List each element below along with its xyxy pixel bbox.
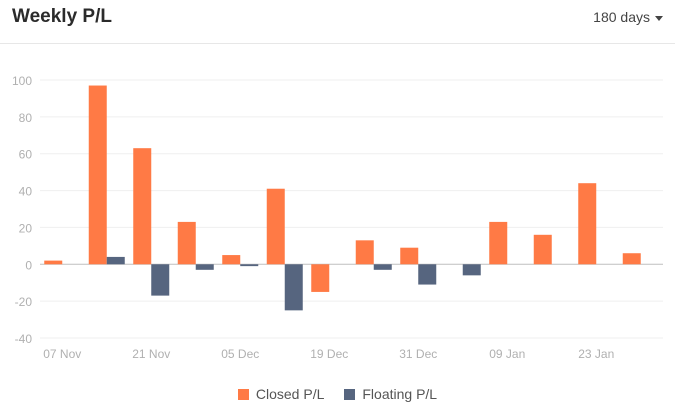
floating-bar-4 [240, 264, 259, 267]
closed-bar-1 [88, 85, 107, 265]
x-tick-label: 05 Dec [221, 347, 259, 361]
legend-label-closed: Closed P/L [255, 386, 325, 402]
floating-bar-5 [284, 264, 303, 311]
x-tick-label: 19 Dec [310, 347, 348, 361]
y-tick-label: -40 [15, 332, 33, 346]
floating-swatch-icon [344, 388, 356, 400]
floating-bar-3 [195, 264, 214, 270]
chart-title: Weekly P/L [12, 6, 112, 27]
closed-bar-8 [400, 247, 419, 265]
legend-item-floating[interactable]: Floating P/L [344, 386, 437, 402]
closed-bar-2 [133, 148, 152, 265]
legend-label-floating: Floating P/L [362, 386, 438, 402]
x-tick-label: 23 Jan [578, 347, 614, 361]
caret-down-icon [655, 15, 663, 21]
closed-bar-3 [177, 221, 196, 265]
y-tick-label: 80 [19, 111, 33, 125]
legend-item-closed[interactable]: Closed P/L [237, 386, 325, 402]
floating-bar-9 [462, 264, 481, 276]
y-tick-label: 40 [19, 185, 33, 199]
y-tick-label: 60 [19, 148, 33, 162]
floating-bar-7 [373, 264, 392, 270]
closed-bar-13 [622, 253, 641, 265]
chart-legend: Closed P/L Floating P/L [0, 386, 675, 402]
closed-swatch-icon [237, 388, 249, 400]
closed-bar-12 [578, 183, 597, 265]
closed-bar-4 [222, 255, 241, 265]
floating-bar-8 [418, 264, 437, 285]
floating-bar-1 [106, 256, 125, 265]
y-tick-label: 20 [19, 221, 33, 235]
closed-bar-0 [44, 260, 63, 265]
x-tick-label: 21 Nov [132, 347, 170, 361]
closed-bar-5 [266, 188, 285, 265]
y-tick-label: -20 [15, 295, 33, 309]
closed-bar-11 [533, 234, 552, 265]
x-tick-label: 09 Jan [489, 347, 525, 361]
closed-bar-10 [489, 221, 508, 265]
y-tick-label: 100 [12, 74, 32, 88]
range-dropdown-label: 180 days [593, 9, 650, 25]
x-tick-label: 31 Dec [399, 347, 437, 361]
chart-header: Weekly P/L 180 days [0, 0, 675, 44]
closed-bar-6 [311, 264, 330, 292]
y-tick-label: 0 [25, 258, 32, 272]
floating-bar-2 [151, 264, 170, 296]
closed-bar-7 [355, 240, 374, 265]
range-dropdown[interactable]: 180 days [593, 9, 663, 25]
bar-chart: -40 -20 0 20 40 60 80 100 07 Nov 21 Nov 05 Dec 19 D… [12, 74, 663, 361]
x-tick-label: 07 Nov [43, 347, 81, 361]
